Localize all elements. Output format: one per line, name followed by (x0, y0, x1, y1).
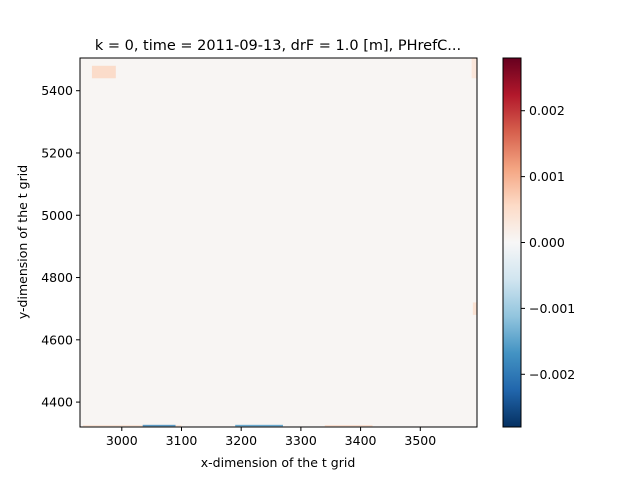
colorbar: −0.002 −0.001 0.000 0.001 0.002 (502, 57, 575, 428)
colorbar-tick-label: −0.001 (529, 301, 575, 316)
heatmap-feature (324, 425, 373, 427)
x-tick-label: 3300 (285, 433, 317, 448)
x-tick-label: 3000 (106, 433, 138, 448)
heatmap-feature (471, 58, 477, 79)
y-tick-label: 5200 (41, 145, 73, 160)
x-tick-label: 3200 (225, 433, 257, 448)
heatmap-feature (235, 424, 283, 427)
heatmap-feature (82, 425, 182, 427)
y-tick-label: 4400 (41, 395, 73, 410)
heatmap-feature (472, 302, 477, 315)
y-tick-label: 4600 (41, 332, 73, 347)
y-tick-label: 5000 (41, 208, 73, 223)
x-tick-label: 3500 (404, 433, 436, 448)
y-axis: 4400 4600 4800 5000 5200 5400 (41, 83, 80, 410)
x-tick-label: 3100 (166, 433, 198, 448)
heatmap-feature (91, 65, 116, 79)
x-tick-label: 3400 (345, 433, 377, 448)
colorbar-tick-label: −0.002 (529, 367, 575, 382)
colorbar-gradient (502, 57, 522, 428)
x-axis: 3000 3100 3200 3300 3400 3500 (106, 427, 436, 448)
colorbar-tick-label: 0.002 (529, 103, 565, 118)
y-tick-label: 5400 (41, 83, 73, 98)
x-axis-label: x-dimension of the t grid (201, 455, 356, 470)
heatmap-field (80, 58, 477, 427)
heatmap-plot-area (79, 57, 478, 428)
plot-frame (79, 57, 478, 428)
colorbar-tick-label: 0.001 (529, 169, 565, 184)
y-axis-label: y-dimension of the t grid (15, 165, 30, 319)
colorbar-tick-label: 0.000 (529, 235, 565, 250)
heatmap-feature (142, 424, 176, 427)
chart-title: k = 0, time = 2011-09-13, drF = 1.0 [m],… (95, 38, 461, 54)
y-tick-label: 4800 (41, 270, 73, 285)
